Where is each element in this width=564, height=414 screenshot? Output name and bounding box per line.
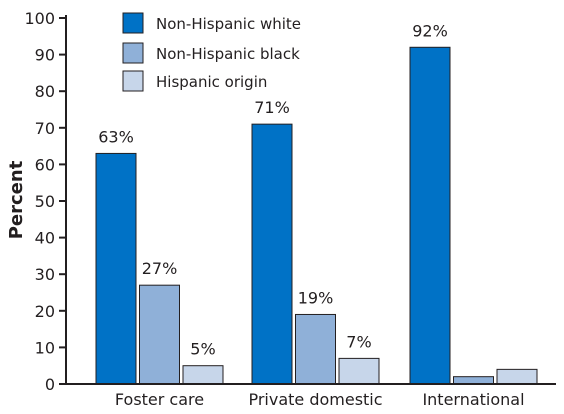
legend-swatch <box>122 42 144 64</box>
y-tick-label: 30 <box>35 265 55 284</box>
data-label: 19% <box>298 288 334 307</box>
y-tick-label: 50 <box>35 192 55 211</box>
category-label: Private domestic <box>248 390 382 409</box>
bar-non-hispanic-white-private-domestic <box>251 123 293 385</box>
bar-non-hispanic-black-international <box>453 376 494 385</box>
y-axis-label: Percent <box>6 160 27 239</box>
legend-label: Non-Hispanic black <box>156 45 300 63</box>
y-tick-label: 70 <box>35 119 55 138</box>
legend: Non-Hispanic white Non-Hispanic black Hisp… <box>122 12 301 92</box>
bar-non-hispanic-white-foster-care <box>95 152 137 385</box>
y-tick-label: 100 <box>24 9 55 28</box>
category-label: International <box>422 390 524 409</box>
y-tick-label: 80 <box>35 82 55 101</box>
legend-label: Hispanic origin <box>156 73 267 91</box>
bar-non-hispanic-black-private-domestic <box>295 313 336 385</box>
bar-non-hispanic-black-foster-care <box>139 284 180 385</box>
data-label: 92% <box>412 21 448 40</box>
bar-hispanic-origin-private-domestic <box>338 357 380 385</box>
category-label: Foster care <box>115 390 204 409</box>
y-tick-label: 60 <box>35 155 55 174</box>
y-tick-label: 20 <box>35 302 55 321</box>
data-label: 5% <box>190 340 215 359</box>
legend-swatch <box>122 70 144 92</box>
y-tick-label: 10 <box>35 338 55 357</box>
legend-label: Non-Hispanic white <box>156 15 301 33</box>
legend-swatch <box>122 12 144 34</box>
y-tick-label: 40 <box>35 229 55 248</box>
y-tick-label: 90 <box>35 46 55 65</box>
bar-non-hispanic-white-international <box>409 46 451 385</box>
data-label: 7% <box>346 332 371 351</box>
data-label: 27% <box>142 259 178 278</box>
data-label: 71% <box>254 98 290 117</box>
data-label: 63% <box>98 127 134 146</box>
bar-hispanic-origin-international <box>496 368 538 385</box>
bar-hispanic-origin-foster-care <box>182 365 224 385</box>
y-tick-label: 0 <box>45 375 55 394</box>
